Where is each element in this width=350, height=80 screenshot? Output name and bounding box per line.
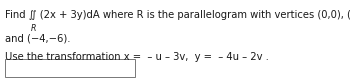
Text: and (−4,−6).: and (−4,−6). xyxy=(5,34,71,44)
Text: Use the transformation x =  – u – 3v,  y =  – 4u – 2v .: Use the transformation x = – u – 3v, y =… xyxy=(5,52,269,62)
Text: Find ∬ (2x + 3y)dA where R is the parallelogram with vertices (0,0), (−1,−4), (−: Find ∬ (2x + 3y)dA where R is the parall… xyxy=(5,10,350,20)
Text: R: R xyxy=(31,24,36,33)
